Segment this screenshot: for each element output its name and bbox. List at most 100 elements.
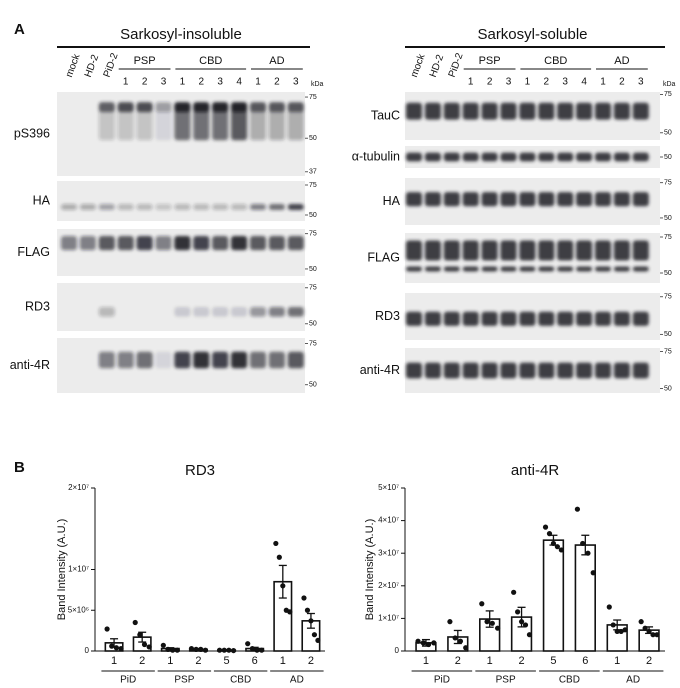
lane-label: 1	[600, 77, 606, 88]
band	[268, 204, 285, 210]
bar	[542, 539, 565, 652]
error-bar	[278, 564, 287, 599]
blot-bands	[98, 351, 304, 369]
band	[595, 152, 611, 162]
data-point	[463, 645, 469, 651]
blot-bands	[61, 204, 304, 210]
band	[79, 204, 96, 210]
lane-label: 2	[274, 77, 280, 88]
marker-label: 50	[309, 212, 317, 219]
band	[406, 362, 422, 379]
data-point	[642, 625, 648, 631]
band	[231, 307, 248, 317]
data-point	[614, 628, 620, 635]
row-label: α-tubulin	[352, 149, 400, 163]
group-label: AD	[626, 675, 640, 686]
data-point	[315, 637, 321, 644]
band	[212, 351, 229, 369]
lane-label: 2	[142, 77, 148, 88]
band	[557, 240, 574, 261]
band	[117, 351, 134, 369]
x-tick-label: 1	[614, 655, 620, 667]
band	[443, 240, 460, 261]
band	[98, 204, 115, 210]
data-point	[489, 620, 495, 626]
blot-bands	[406, 192, 649, 207]
marker-label: 75	[664, 294, 672, 301]
data-point	[160, 642, 166, 648]
band	[98, 307, 115, 317]
row-label: anti-4R	[360, 363, 400, 377]
blot-membrane	[57, 181, 305, 221]
lane-label: 3	[161, 77, 167, 88]
data-point	[484, 619, 490, 625]
data-point	[425, 641, 432, 648]
data-point	[311, 632, 318, 638]
group-label: PSP	[496, 675, 516, 686]
band	[212, 102, 229, 141]
chart-title: anti-4R	[511, 462, 560, 479]
y-tick-label: 1×10⁷	[68, 565, 89, 574]
marker-label: 50	[664, 130, 672, 137]
lane-label: PiD-2	[102, 51, 121, 79]
band	[250, 307, 266, 317]
band	[500, 266, 517, 272]
band	[443, 102, 460, 120]
band	[117, 236, 134, 251]
band	[443, 266, 460, 272]
band	[174, 204, 191, 210]
marker-label: 75	[309, 182, 317, 189]
y-tick-label: 2×10⁷	[68, 483, 89, 492]
band	[424, 192, 441, 207]
band	[462, 192, 479, 207]
data-point	[585, 550, 591, 556]
band	[462, 102, 479, 120]
marker-label: 50	[664, 331, 672, 338]
y-tick-label: 2×10⁷	[378, 581, 399, 590]
data-point	[518, 619, 525, 625]
band	[613, 266, 630, 272]
lane-label: mock	[409, 52, 428, 79]
band	[61, 204, 77, 210]
band	[481, 192, 498, 207]
data-point	[146, 644, 152, 650]
x-tick-label: 1	[280, 655, 286, 667]
band	[500, 240, 517, 261]
y-tick-label: 1×10⁷	[378, 614, 399, 623]
band	[155, 236, 172, 251]
band	[576, 152, 593, 162]
x-tick-label: 1	[167, 655, 173, 667]
band	[424, 362, 441, 379]
group-label: AD	[290, 675, 304, 686]
kda-label: kDa	[311, 81, 324, 88]
data-point	[606, 604, 612, 610]
group-label: PSP	[134, 55, 156, 67]
band	[250, 351, 266, 369]
marker-label: 37	[309, 169, 317, 176]
band	[538, 311, 555, 326]
group-label: CBD	[230, 675, 251, 686]
band	[406, 192, 422, 207]
data-point	[610, 622, 616, 628]
marker-label: 75	[309, 340, 317, 347]
band	[287, 204, 304, 210]
band	[538, 192, 555, 207]
data-point	[574, 506, 581, 512]
y-axis-label: Band Intensity (A.U.)	[56, 519, 68, 621]
blot-bands	[406, 152, 649, 162]
lane-label: 3	[562, 77, 568, 88]
data-point	[415, 638, 421, 644]
marker-label: 75	[309, 285, 317, 292]
band	[462, 152, 479, 162]
data-point	[170, 647, 176, 653]
band	[250, 236, 266, 251]
band	[538, 362, 555, 379]
band	[98, 236, 115, 251]
band	[155, 204, 172, 210]
band	[519, 152, 536, 162]
x-tick-label: 1	[487, 655, 493, 667]
marker-label: 50	[664, 215, 672, 222]
x-tick-label: 2	[308, 655, 314, 667]
band	[287, 307, 304, 317]
